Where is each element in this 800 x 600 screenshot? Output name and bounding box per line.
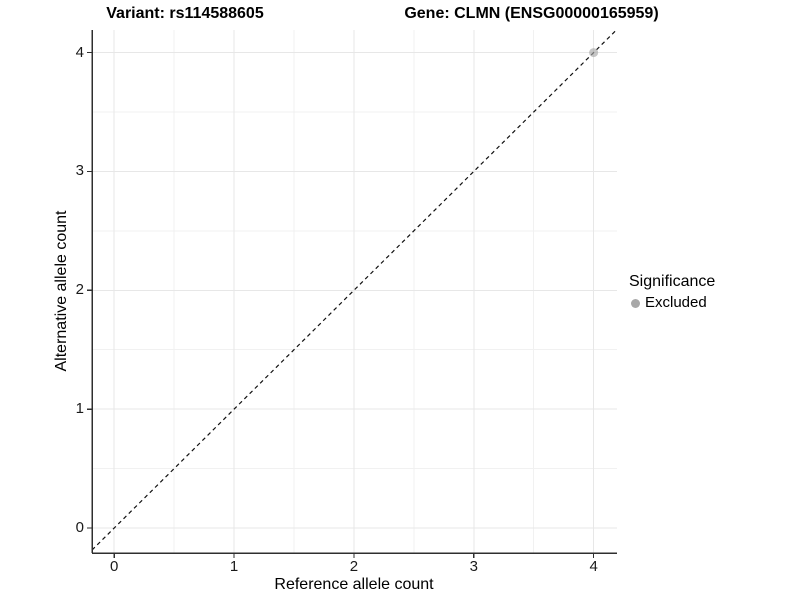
legend: Significance Excluded [629,272,715,312]
x-tick-label: 2 [349,558,359,575]
legend-entry-label: Excluded [645,294,707,311]
x-axis-title: Reference allele count [274,576,434,593]
legend-point-icon [631,298,640,308]
gene-title: Gene: CLMN (ENSG00000165959) [404,5,659,22]
x-tick-label: 3 [469,558,478,575]
y-tick-label: 0 [75,519,84,537]
x-tick-label: 0 [110,558,119,575]
y-tick-label: 2 [75,281,84,299]
y-tick-label: 3 [75,162,84,180]
variant-title: Variant: rs114588605 [106,5,264,22]
legend-title: Significance [629,273,716,290]
x-tick-label: 4 [589,558,598,575]
y-axis-title: Alternative allele count [53,210,70,372]
y-tick-label: 4 [75,43,84,61]
legend-entry-excluded: Excluded [629,294,715,312]
y-tick-label: 1 [75,400,84,418]
x-tick-label: 1 [229,558,239,575]
